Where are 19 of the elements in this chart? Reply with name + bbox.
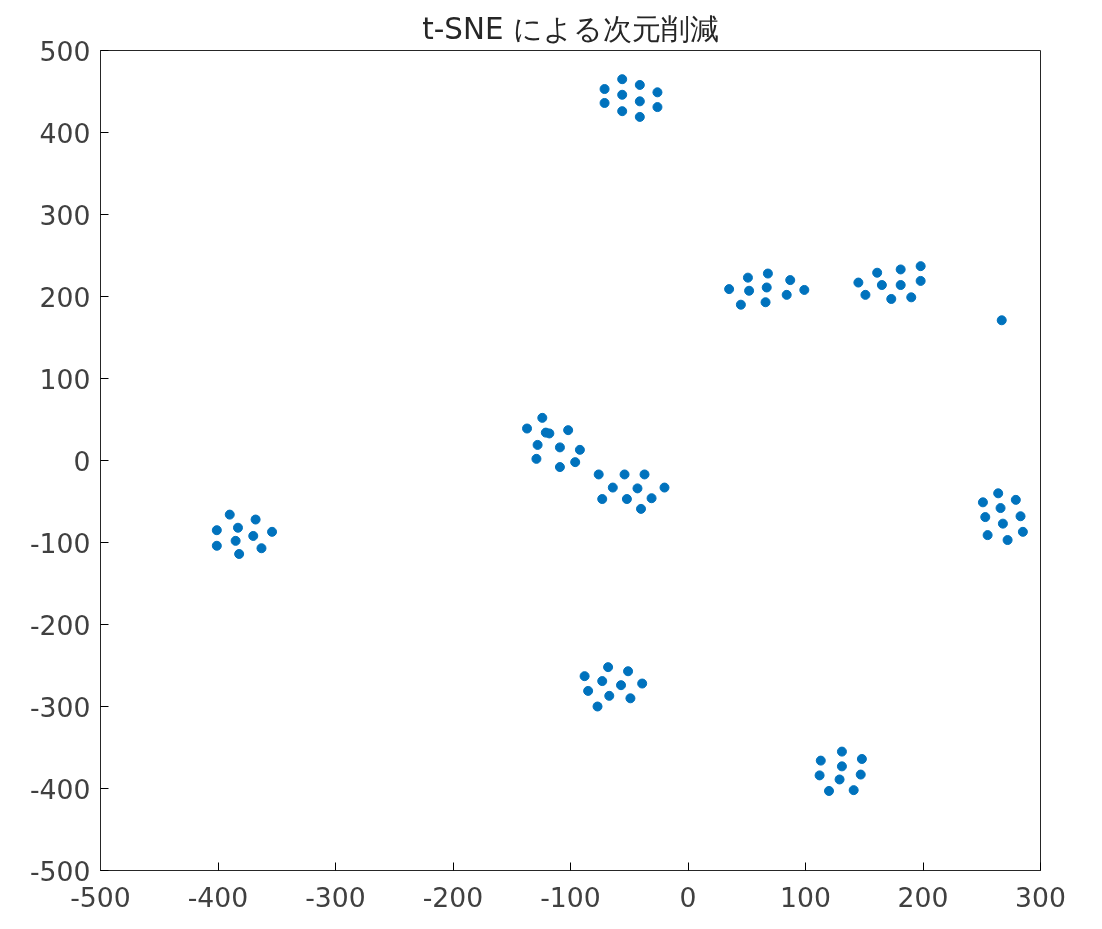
x-tick-label: 300 — [1015, 881, 1066, 913]
y-tick-label: -300 — [30, 691, 91, 723]
y-tick-label: 400 — [39, 117, 91, 149]
x-tick-label: -300 — [305, 881, 366, 913]
y-tick-label: -200 — [30, 609, 91, 641]
x-tick-label: 200 — [897, 881, 949, 913]
y-tick-label: 200 — [39, 281, 91, 313]
x-tick-label: -100 — [540, 881, 601, 913]
y-tick-label: 500 — [39, 35, 91, 67]
x-tick-label: -200 — [422, 881, 484, 913]
y-tick-label: 100 — [39, 363, 91, 395]
x-tick-label: 100 — [780, 881, 831, 913]
y-tick-label: -100 — [30, 527, 91, 559]
y-tick-label: 300 — [39, 199, 91, 231]
y-tick-label: -400 — [30, 773, 91, 805]
x-tick-label: 0 — [679, 881, 697, 913]
x-tick-label: -400 — [187, 881, 249, 913]
chart-title: t-SNE による次元削減 — [422, 11, 719, 46]
y-tick-label: 0 — [73, 445, 91, 477]
